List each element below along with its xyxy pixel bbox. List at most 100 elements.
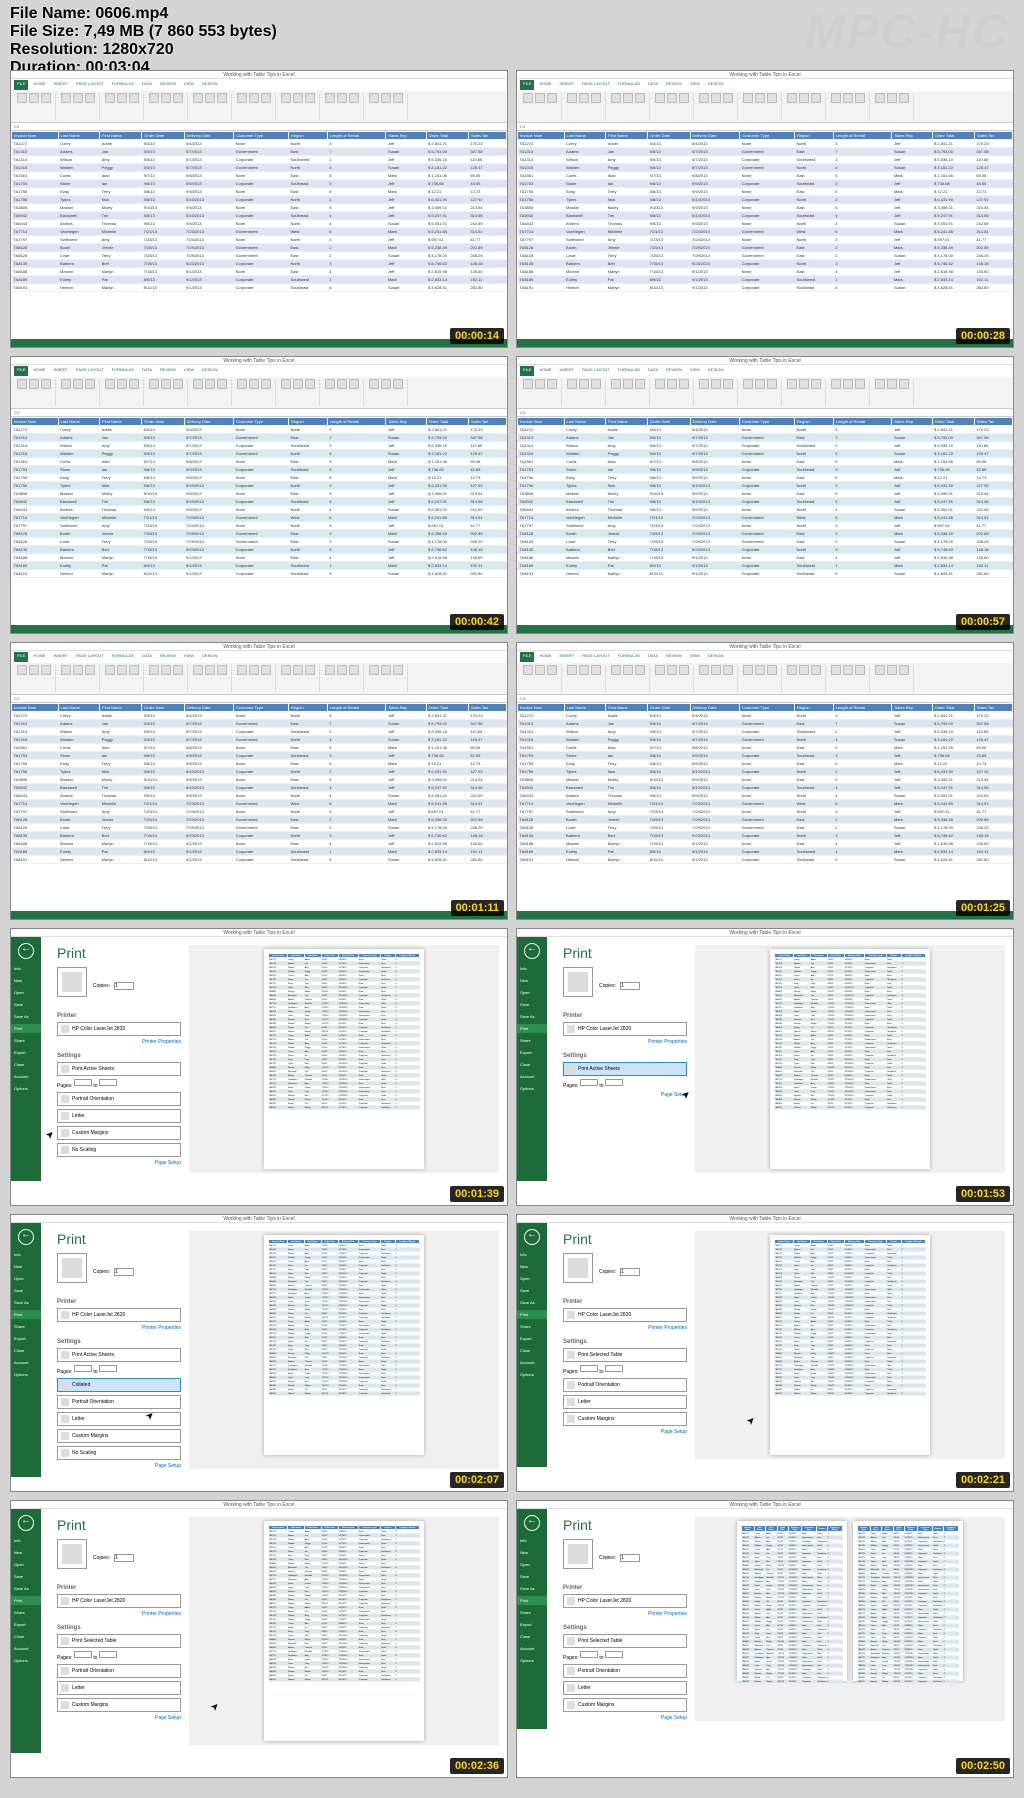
column-header[interactable]: Invoice Num	[12, 132, 59, 140]
tool-icon[interactable]	[623, 665, 633, 675]
settings-dropdown[interactable]: Print Active Sheets	[57, 1348, 181, 1362]
tool-icon[interactable]	[535, 93, 545, 103]
sidebar-item[interactable]: Account	[517, 1358, 547, 1367]
back-button[interactable]	[524, 1515, 540, 1531]
tool-icon[interactable]	[129, 379, 139, 389]
table-row[interactable]: TA1756TykesNick5/8/135/10/2013CorporateN…	[518, 196, 1013, 204]
sidebar-item[interactable]: Open	[11, 988, 41, 997]
column-header[interactable]: First Name	[606, 132, 648, 140]
table-row[interactable]: TA1561CurtisAlan9/7/139/8/2013NoneEast5M…	[518, 744, 1013, 752]
column-header[interactable]: Order Date	[142, 418, 184, 426]
column-header[interactable]: Customer Type	[740, 418, 795, 426]
thumbnail-12[interactable]: Working with Table Tips in Excel InfoNew…	[516, 1500, 1014, 1778]
column-header[interactable]: Delivery Date	[690, 132, 740, 140]
ribbon-tab[interactable]: VIEW	[181, 366, 197, 376]
column-header[interactable]: First Name	[606, 418, 648, 426]
print-button[interactable]	[57, 967, 87, 997]
sidebar-item[interactable]: Options	[11, 1084, 41, 1093]
column-header[interactable]: Customer Type	[740, 132, 795, 140]
tool-icon[interactable]	[325, 379, 335, 389]
page-setup-link[interactable]: Page Setup	[563, 1715, 687, 1721]
tool-icon[interactable]	[811, 379, 821, 389]
table-row[interactable]: TA3808MasseiMuley9/10/139/9/2013NoneEast…	[518, 776, 1013, 784]
scaling-dropdown[interactable]: No Scaling	[57, 1446, 181, 1460]
table-row[interactable]: TA3808MasseiMuley9/10/139/9/2013NoneEast…	[12, 490, 507, 498]
pages-to-input[interactable]	[99, 1365, 117, 1372]
table-row[interactable]: TA1315WaldenPeggy5/5/135/7/2013Governmen…	[518, 736, 1013, 744]
table-row[interactable]: TA1561CurtisAlan9/7/139/8/2013NoneEast5M…	[518, 172, 1013, 180]
column-header[interactable]: Sales Rep	[386, 132, 426, 140]
tool-icon[interactable]	[535, 665, 545, 675]
column-header[interactable]: Region	[288, 132, 327, 140]
printer-properties-link[interactable]: Printer Properties	[57, 1325, 181, 1331]
tool-icon[interactable]	[205, 665, 215, 675]
tool-icon[interactable]	[349, 93, 359, 103]
ribbon-tab[interactable]: FILE	[14, 366, 28, 376]
ribbon-tab[interactable]: FORMULAS	[615, 652, 643, 662]
ribbon-tab[interactable]: VIEW	[687, 652, 703, 662]
sidebar-item[interactable]: Save	[11, 1572, 41, 1581]
tool-icon[interactable]	[217, 379, 227, 389]
ribbon-tab[interactable]: REVIEW	[663, 80, 685, 90]
table-row[interactable]: TA3808MasseiMuley9/10/139/9/2013NoneEast…	[12, 776, 507, 784]
tool-icon[interactable]	[381, 665, 391, 675]
sidebar-item[interactable]: Info	[11, 1250, 41, 1259]
tool-icon[interactable]	[711, 93, 721, 103]
table-row[interactable]: TA8128LoweTerry7/25/137/29/2013Governmen…	[518, 538, 1013, 546]
tool-icon[interactable]	[711, 665, 721, 675]
tool-icon[interactable]	[767, 379, 777, 389]
tool-icon[interactable]	[899, 93, 909, 103]
tool-icon[interactable]	[193, 379, 203, 389]
tool-icon[interactable]	[899, 379, 909, 389]
table-row[interactable]: TA1315WaldenPeggy5/5/135/7/2013Governmen…	[518, 164, 1013, 172]
table-row[interactable]: TA1272CoreyAddie5/3/135/4/2013NoneNorth3…	[518, 140, 1013, 148]
sidebar-item[interactable]: Save	[11, 1000, 41, 1009]
table-row[interactable]: TA8188ManninMarlyn7/15/139/1/2013NoneEas…	[518, 554, 1013, 562]
ribbon-tab[interactable]: FILE	[520, 652, 534, 662]
table-row[interactable]: TA7797SwithomeAmy7/23/137/24/2013NoneNor…	[12, 236, 507, 244]
column-header[interactable]: Sales Tax	[468, 418, 506, 426]
tool-icon[interactable]	[337, 665, 347, 675]
tool-icon[interactable]	[173, 379, 183, 389]
table-row[interactable]: TA8135BarkersBert7/15/139/23/2013Corpora…	[518, 546, 1013, 554]
ribbon-tab[interactable]: INSERT	[50, 652, 71, 662]
tool-icon[interactable]	[831, 93, 841, 103]
column-header[interactable]: Last Name	[58, 132, 100, 140]
tool-icon[interactable]	[105, 93, 115, 103]
ribbon-tab[interactable]: DATA	[139, 652, 155, 662]
thumbnail-6[interactable]: Working with Table Tips in Excel FILEHOM…	[516, 642, 1014, 920]
column-header[interactable]: Order Date	[142, 132, 184, 140]
papersize-dropdown[interactable]: Letter	[57, 1109, 181, 1123]
table-row[interactable]: TA8128LoweTerry7/25/137/29/2013Governmen…	[518, 252, 1013, 260]
column-header[interactable]: Order Total	[426, 132, 468, 140]
table-row[interactable]: TA7797SwithomeAmy7/23/137/24/2013NoneNor…	[518, 522, 1013, 530]
tool-icon[interactable]	[393, 665, 403, 675]
tool-icon[interactable]	[831, 665, 841, 675]
table-row[interactable]: TA8191HelmetMarlyn8/11/139/1/2013Corpora…	[518, 856, 1013, 864]
table-row[interactable]: TA1314WilsonAmy5/5/135/7/2013CorporateSo…	[518, 728, 1013, 736]
table-row[interactable]: TA1756TykesNick5/8/135/10/2013CorporateN…	[12, 196, 507, 204]
table-row[interactable]: TA7714VanHegenMichelle7/21/137/23/2013Go…	[12, 800, 507, 808]
tool-icon[interactable]	[369, 93, 379, 103]
page-setup-link[interactable]: Page Setup	[563, 1092, 687, 1098]
tool-icon[interactable]	[887, 665, 897, 675]
ribbon-tab[interactable]: INSERT	[50, 366, 71, 376]
tool-icon[interactable]	[161, 379, 171, 389]
table-row[interactable]: TA7714VanHegenMichelle7/21/137/23/2013Go…	[518, 228, 1013, 236]
tool-icon[interactable]	[193, 93, 203, 103]
pages-to-input[interactable]	[99, 1651, 117, 1658]
printer-properties-link[interactable]: Printer Properties	[563, 1325, 687, 1331]
sidebar-item[interactable]: Print	[11, 1596, 41, 1605]
table-row[interactable]: TA1272CoreyAddie5/3/135/4/2013NoneNorth3…	[12, 140, 507, 148]
tool-icon[interactable]	[899, 665, 909, 675]
sidebar-item[interactable]: Print	[517, 1310, 547, 1319]
copies-input[interactable]	[114, 982, 134, 990]
column-header[interactable]: Sales Tax	[974, 704, 1012, 712]
tool-icon[interactable]	[679, 93, 689, 103]
settings-dropdown[interactable]: Print Selected Table	[563, 1348, 687, 1362]
sidebar-item[interactable]: Open	[517, 1274, 547, 1283]
sidebar-item[interactable]: Info	[517, 1536, 547, 1545]
print-button[interactable]	[57, 1539, 87, 1569]
column-header[interactable]: Customer Type	[740, 704, 795, 712]
table-row[interactable]: TA7797SwithomeAmy7/23/137/24/2013NoneNor…	[518, 808, 1013, 816]
